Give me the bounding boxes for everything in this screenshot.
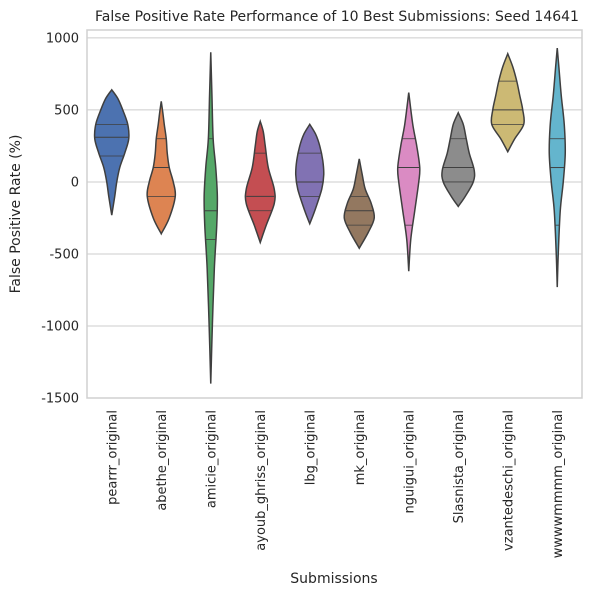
plot-frame — [86, 29, 583, 399]
y-tick-label: -1500 — [41, 392, 79, 407]
x-tick-label: ayoub_ghriss_original — [254, 410, 269, 551]
x-tick-label: nguigui_original — [402, 410, 417, 514]
violin — [203, 52, 219, 384]
violin — [93, 88, 130, 216]
x-tick-label: mk_original — [353, 410, 368, 485]
x-tick-label: amicie_original — [204, 410, 219, 508]
y-tick-label: -500 — [49, 247, 79, 262]
y-tick-label: 0 — [71, 175, 79, 190]
y-tick-label: -1000 — [41, 319, 79, 334]
violin — [490, 51, 525, 154]
violin — [294, 122, 325, 226]
chart-title: False Positive Rate Performance of 10 Be… — [95, 9, 579, 25]
x-tick-label: lbg_original — [303, 410, 318, 485]
violin — [244, 118, 276, 245]
y-tick-label: 500 — [54, 103, 79, 118]
x-tick-label: abethe_original — [155, 410, 170, 511]
plot-area: 1000 500 0 -500 -1000 -1500 pearrr_original abe… — [41, 31, 582, 558]
violin — [441, 110, 476, 208]
violin — [396, 92, 421, 272]
y-axis-label: False Positive Rate (%) — [8, 135, 24, 294]
x-tick-label: vzantedeschi_original — [501, 410, 516, 551]
x-axis-label: Submissions — [290, 571, 377, 587]
x-tick-label: pearrr_original — [105, 410, 120, 505]
y-tick-label: 1000 — [46, 31, 79, 46]
x-tick-label: wwwwmmmm_original — [551, 410, 566, 558]
x-tick-label: Slasnista_original — [452, 410, 467, 523]
violin — [343, 158, 376, 250]
